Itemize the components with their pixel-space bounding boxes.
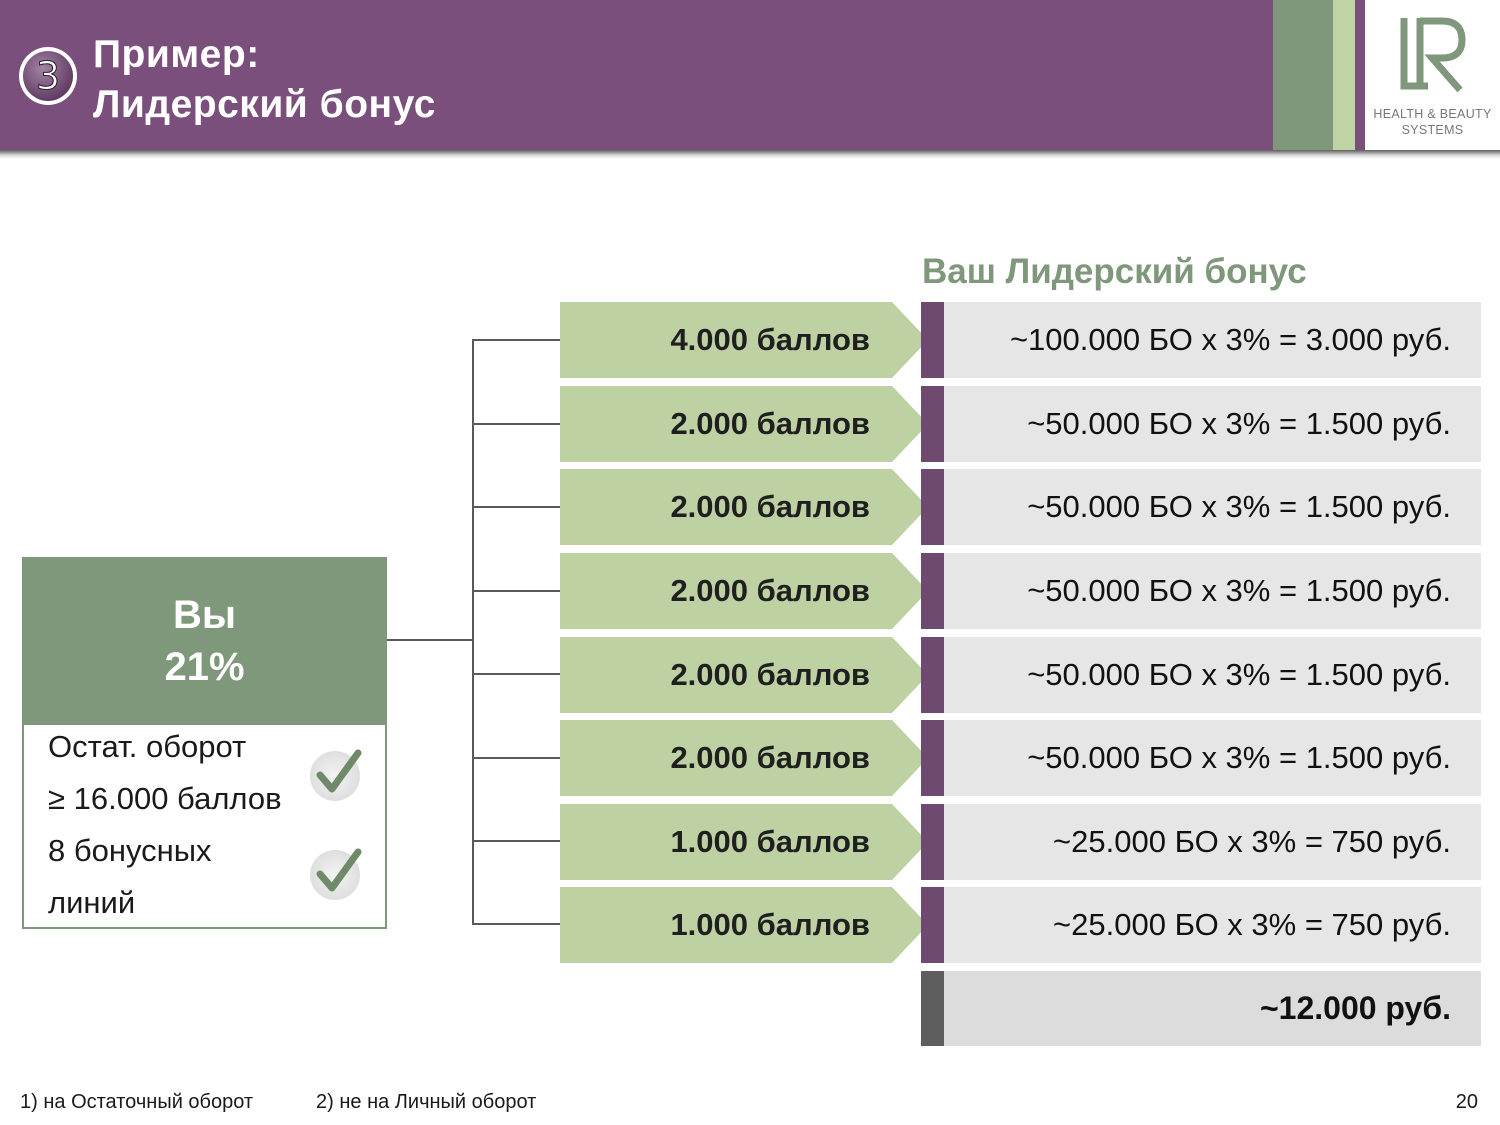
connector-branch [472,339,560,341]
bonus-calc: ~50.000 БО х 3% = 1.500 руб. [944,720,1481,796]
brand-tagline-line1: HEALTH & BEAUTY [1373,107,1492,121]
points-bar: 1.000 баллов [560,887,892,963]
conditions-box: Остат. оборот ≥ 16.000 баллов 8 бонусных… [22,725,387,929]
check-icon [310,848,362,900]
lr-logo-icon [1400,17,1466,93]
bonus-calc: ~25.000 БО х 3% = 750 руб. [944,804,1481,880]
you-box: Вы 21% [22,557,387,725]
arrow-tip-icon [892,804,928,880]
header-accent-stripe [1273,0,1333,150]
bonus-calc: ~50.000 БО х 3% = 1.500 руб. [944,637,1481,713]
header-accent-stripe-light [1333,0,1355,150]
row-marker [921,553,944,629]
footnote-1: 1) на Остаточный оборот [20,1091,254,1113]
arrow-tip-icon [892,553,928,629]
slide-header [0,0,1500,150]
connector-branch [472,840,560,842]
condition-line: ≥ 16.000 баллов [48,781,282,816]
you-label: Вы [172,593,237,637]
connector-branch [472,590,560,592]
arrow-tip-icon [892,386,928,462]
page-title: Пример: Лидерский бонус [93,30,436,130]
row-marker [921,887,944,963]
header-shadow [0,150,1500,159]
bonus-calc: ~25.000 БО х 3% = 750 руб. [944,887,1481,963]
bonus-calc: ~50.000 БО х 3% = 1.500 руб. [944,469,1481,545]
points-bar: 2.000 баллов [560,469,892,545]
condition-line: 8 бонусных [48,833,212,868]
arrow-tip-icon [892,302,928,378]
bonus-calc: ~50.000 БО х 3% = 1.500 руб. [944,553,1481,629]
brand-tagline-line2: SYSTEMS [1401,123,1464,137]
page-title-line2: Лидерский бонус [93,83,436,126]
connector-branch [472,673,560,675]
page-number: 20 [1455,1091,1478,1113]
brand-logo: HEALTH & BEAUTY SYSTEMS [1365,0,1500,150]
row-marker [921,720,944,796]
brand-tagline: HEALTH & BEAUTY SYSTEMS [1365,106,1500,138]
connector-line [387,639,474,641]
arrow-tip-icon [892,720,928,796]
arrow-tip-icon [892,469,928,545]
total-marker [921,971,944,1046]
row-marker [921,804,944,880]
bonus-heading: Ваш Лидерский бонус [922,252,1307,291]
check-icon [310,749,362,801]
connector-branch [472,757,560,759]
points-bar: 2.000 баллов [560,720,892,796]
points-bar: 2.000 баллов [560,637,892,713]
page-title-line1: Пример: [93,33,260,76]
points-bar: 1.000 баллов [560,804,892,880]
points-bar: 2.000 баллов [560,386,892,462]
row-marker [921,469,944,545]
condition-line: Остат. оборот [48,729,247,764]
points-bar: 2.000 баллов [560,553,892,629]
condition-line: линий [48,885,136,920]
row-marker [921,386,944,462]
footnote-2: 2) не на Личный оборот [316,1091,537,1113]
arrow-tip-icon [892,887,928,963]
arrow-tip-icon [892,637,928,713]
connector-branch [472,423,560,425]
you-percent: 21% [164,645,245,689]
step-badge-circle: 3 [23,51,73,101]
step-number: 3 [35,54,61,99]
connector-trunk [472,339,474,924]
points-bar: 4.000 баллов [560,302,892,378]
connector-branch [472,923,560,925]
bonus-calc: ~100.000 БО х 3% = 3.000 руб. [944,302,1481,378]
bonus-calc: ~50.000 БО х 3% = 1.500 руб. [944,386,1481,462]
total-bonus: ~12.000 руб. [944,971,1481,1046]
row-marker [921,637,944,713]
connector-branch [472,506,560,508]
row-marker [921,302,944,378]
step-badge: 3 [19,47,77,105]
